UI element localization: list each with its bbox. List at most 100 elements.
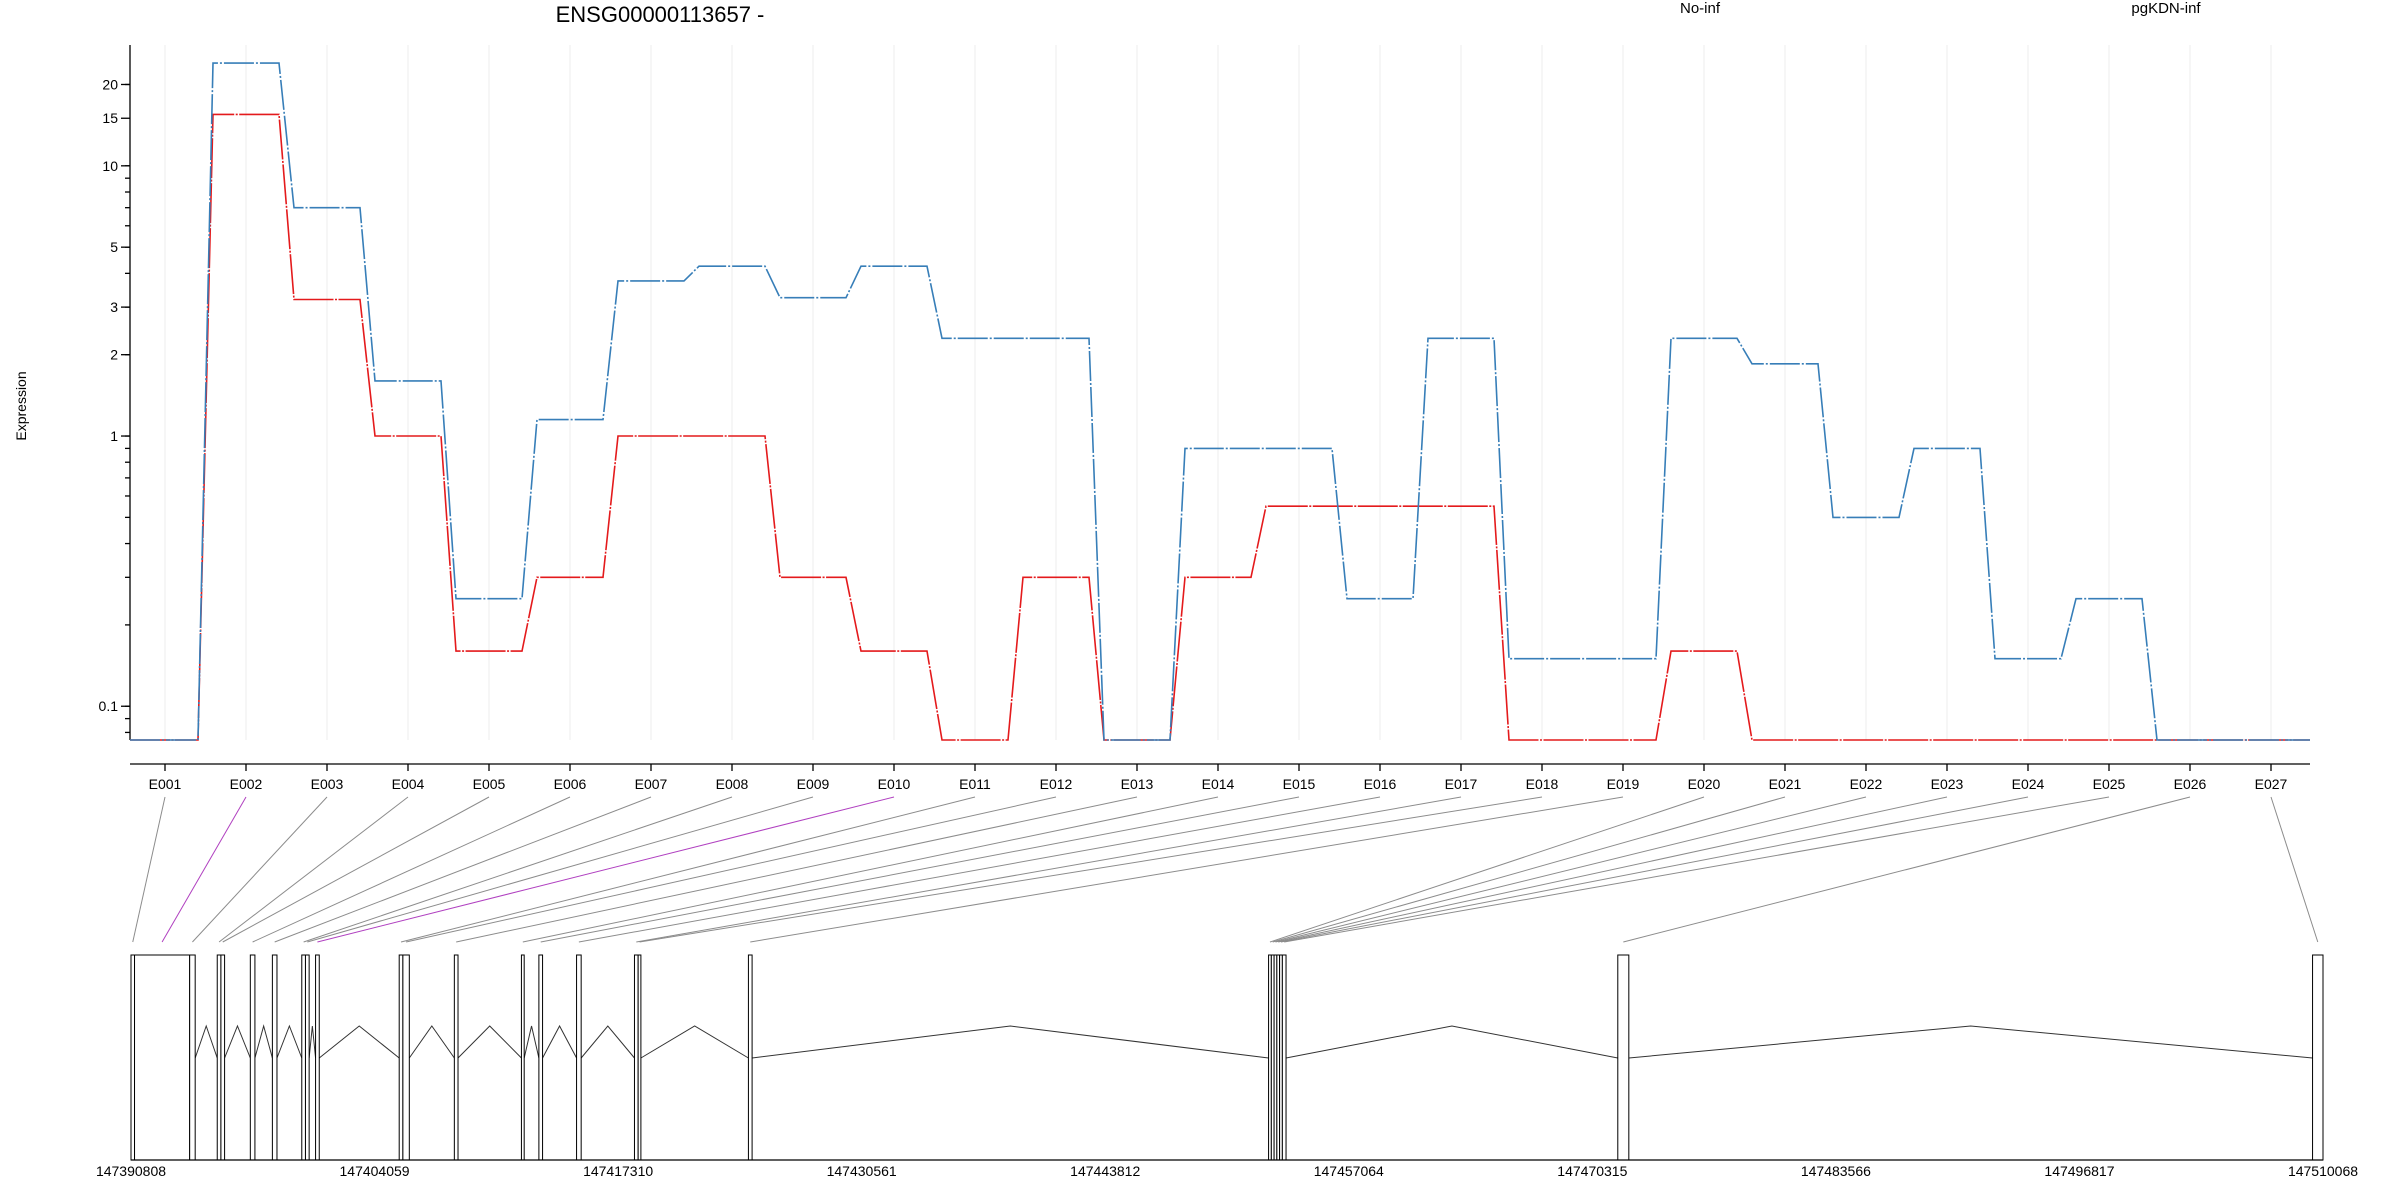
vertical-gridlines bbox=[164, 45, 2272, 740]
genomic-tick-label: 147417310 bbox=[583, 1163, 653, 1179]
connector-e027 bbox=[2270, 796, 2319, 943]
intron bbox=[752, 1025, 1269, 1059]
intron bbox=[224, 1024, 251, 1059]
connector-e024 bbox=[1280, 796, 2029, 943]
connector-e016 bbox=[578, 796, 1381, 943]
connector-e008 bbox=[303, 796, 733, 943]
genomic-tick-label: 147470315 bbox=[1557, 1163, 1627, 1179]
y-tick-label: 20 bbox=[102, 76, 118, 92]
genomic-coordinate-ticks: 147390808 147404059 147417310 147430561 1474… bbox=[96, 1163, 2358, 1179]
exon-e014 bbox=[520, 954, 525, 1161]
x-tick-label-e005: E005 bbox=[473, 776, 506, 792]
exon-e015 bbox=[538, 954, 544, 1161]
x-axis-exon-ticks: E001 E002 E003 E004 E005 E006 E007 E008 E009 E010… bbox=[149, 764, 2288, 792]
x-tick-label-e004: E004 bbox=[392, 776, 425, 792]
connector-e015 bbox=[540, 796, 1300, 943]
exon-e017 bbox=[633, 954, 639, 1161]
connector-e001 bbox=[132, 796, 166, 943]
intron bbox=[1628, 1025, 2313, 1059]
genomic-tick-label: 147510068 bbox=[2288, 1163, 2358, 1179]
genomic-tick-label: 147443812 bbox=[1070, 1163, 1140, 1179]
connector-e023 bbox=[1278, 796, 1948, 943]
intron bbox=[640, 1025, 749, 1059]
intron bbox=[542, 1024, 578, 1059]
intron bbox=[580, 1025, 635, 1059]
series-lines bbox=[130, 62, 2310, 741]
chart-title: ENSG00000113657 - bbox=[556, 2, 765, 27]
intron bbox=[194, 1024, 218, 1059]
connector-e005 bbox=[222, 796, 490, 943]
exon-connectors bbox=[132, 796, 2319, 943]
connector-e025 bbox=[1284, 796, 2110, 943]
y-tick-label: 3 bbox=[110, 299, 118, 315]
x-tick-label-e019: E019 bbox=[1607, 776, 1640, 792]
connector-e019 bbox=[750, 796, 1624, 943]
legend-pgkdn-inf: pgKDN-inf bbox=[2131, 0, 2201, 17]
x-tick-label-e020: E020 bbox=[1688, 776, 1721, 792]
y-tick-label: 10 bbox=[102, 158, 118, 174]
connector-e006 bbox=[252, 796, 571, 943]
x-tick-label-e008: E008 bbox=[716, 776, 749, 792]
intron bbox=[1285, 1025, 1618, 1059]
x-tick-label-e016: E016 bbox=[1364, 776, 1397, 792]
x-tick-label-e021: E021 bbox=[1769, 776, 1802, 792]
intron bbox=[318, 1025, 400, 1059]
exon-e003 bbox=[189, 954, 196, 1161]
connector-e003 bbox=[192, 796, 328, 943]
y-tick-label: 0.1 bbox=[99, 698, 119, 714]
x-tick-label-e011: E011 bbox=[959, 776, 991, 792]
connector-e026 bbox=[1623, 796, 2191, 943]
connector-e018 bbox=[639, 796, 1543, 943]
intron bbox=[457, 1025, 522, 1059]
x-tick-label-e014: E014 bbox=[1202, 776, 1235, 792]
x-tick-label-e001: E001 bbox=[149, 776, 182, 792]
exon-e004 bbox=[216, 954, 222, 1161]
connector-e009 bbox=[307, 796, 814, 943]
x-tick-label-e009: E009 bbox=[797, 776, 830, 792]
y-tick-label: 2 bbox=[110, 347, 118, 363]
exon-e001 bbox=[130, 954, 136, 1161]
x-tick-label-e025: E025 bbox=[2093, 776, 2126, 792]
genomic-tick-label: 147404059 bbox=[340, 1163, 410, 1179]
gene-model bbox=[130, 954, 2324, 1161]
exon-e013 bbox=[453, 954, 459, 1161]
exon-e025 bbox=[1281, 954, 1287, 1161]
connector-e004 bbox=[218, 796, 409, 943]
genomic-tick-label: 147430561 bbox=[827, 1163, 897, 1179]
series-no-inf bbox=[130, 113, 2310, 741]
legend-no-inf: No-inf bbox=[1680, 0, 1721, 17]
exon-e011 bbox=[398, 954, 404, 1161]
x-tick-label-e018: E018 bbox=[1526, 776, 1559, 792]
x-tick-label-e015: E015 bbox=[1283, 776, 1316, 792]
exon-e006 bbox=[249, 954, 256, 1161]
exon-e009 bbox=[304, 954, 310, 1161]
connector-e010 bbox=[317, 796, 895, 943]
connector-e012 bbox=[405, 796, 1057, 943]
series-line bbox=[130, 62, 2310, 741]
x-tick-label-e026: E026 bbox=[2174, 776, 2207, 792]
connector-e007 bbox=[274, 796, 652, 943]
series-line bbox=[130, 113, 2310, 741]
x-tick-label-e003: E003 bbox=[311, 776, 344, 792]
exon-e018 bbox=[637, 954, 642, 1161]
exon-e008 bbox=[301, 954, 306, 1161]
x-tick-label-e010: E010 bbox=[878, 776, 911, 792]
genomic-tick-label: 147483566 bbox=[1801, 1163, 1871, 1179]
intron bbox=[254, 1024, 273, 1059]
x-tick-label-e027: E027 bbox=[2255, 776, 2288, 792]
connector-e020 bbox=[1269, 796, 1705, 943]
exon-e010 bbox=[315, 954, 320, 1161]
y-tick-label: 5 bbox=[110, 239, 118, 255]
genomic-tick-label: 147496817 bbox=[2044, 1163, 2114, 1179]
intron bbox=[308, 1025, 317, 1059]
series-pgkdn-inf bbox=[130, 62, 2310, 741]
connector-e021 bbox=[1272, 796, 1786, 943]
genomic-tick-label: 147457064 bbox=[1314, 1163, 1384, 1179]
intron bbox=[523, 1025, 540, 1059]
exon-e027 bbox=[2312, 954, 2324, 1161]
x-tick-label-e013: E013 bbox=[1121, 776, 1154, 792]
x-tick-label-e022: E022 bbox=[1850, 776, 1883, 792]
connector-e022 bbox=[1275, 796, 1867, 943]
connector-e017 bbox=[636, 796, 1462, 943]
